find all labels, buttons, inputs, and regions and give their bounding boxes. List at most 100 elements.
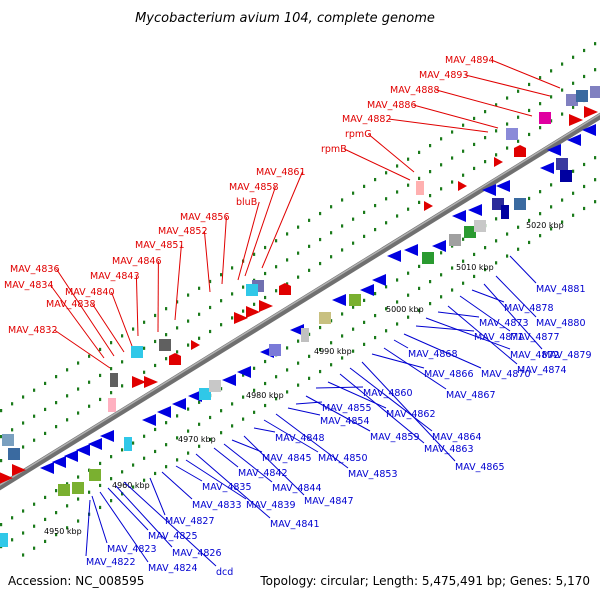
leader-line [85,499,91,557]
guide-dot [253,252,256,256]
gene-glyph [144,376,158,388]
guide-dot [583,74,586,79]
guide-dot [220,273,223,277]
tick-dots [0,42,597,557]
guide-dot [561,198,564,202]
guide-dot [66,418,69,422]
guide-dot [462,237,465,241]
guide-dot [341,198,344,202]
gene-glyph [452,210,466,222]
guide-dot [44,495,47,500]
guide-dot [572,213,575,217]
gene-glyph [110,373,118,387]
gene-glyph [0,472,13,484]
leader-line [261,171,303,269]
gene-features [0,86,600,547]
guide-dot [440,163,443,167]
guide-dot [176,414,179,418]
guide-dot [187,407,190,411]
gene-label-forward: MAV_4893 [419,70,469,81]
leader-line [343,148,411,181]
guide-dot [55,533,58,537]
leader-line [491,59,561,89]
guide-dot [440,137,443,141]
guide-dot [451,130,454,134]
gene-label-reverse: MAV_4879 [542,350,592,361]
guide-dot [286,368,289,372]
guide-dot [594,68,597,72]
guide-dot [528,240,531,245]
guide-dot [308,376,311,380]
guide-dot [77,387,80,391]
guide-dot [418,176,421,181]
guide-dot [539,126,542,130]
guide-dot [363,210,366,214]
guide-dot [561,220,564,224]
leader-line [275,413,349,469]
guide-dot [429,194,432,198]
gene-label-forward: MAV_4858 [229,182,279,193]
gene-label-forward: MAV_4886 [367,100,417,111]
gene-label-forward: MAV_4888 [390,85,440,96]
gene-label-reverse: MAV_4848 [275,433,325,444]
guide-dot [451,156,454,160]
guide-dot [517,139,520,143]
guide-dot [55,401,58,405]
guide-dot [418,308,421,313]
guide-dot [407,271,410,275]
guide-dot [429,280,432,284]
guide-dot [495,217,498,221]
guide-dot [539,234,542,238]
guide-dot [253,302,256,306]
guide-dot [0,459,3,463]
gene-glyph [259,300,273,312]
guide-dot [385,307,388,311]
guide-dot [220,431,223,435]
guide-dot [396,322,399,326]
guide-dot [528,196,531,201]
gene-glyph [132,376,146,388]
scale-tick-label: 5000 kbp [386,305,424,314]
guide-dot [374,335,377,340]
gene-glyph [458,181,467,191]
guide-dot [264,359,267,364]
guide-dot [484,160,487,164]
guide-dot [396,278,399,282]
gene-glyph [494,157,503,167]
leader-line [123,481,217,567]
guide-dot [418,286,421,291]
guide-dot [132,441,135,445]
guide-dot [528,82,531,87]
guide-dot [528,108,531,113]
guide-dot [66,368,69,372]
guide-dot [297,339,300,343]
guide-dot [11,402,14,406]
guide-dot [341,312,344,316]
guide-dot [143,478,146,482]
guide-dot [275,289,278,293]
leader-line [371,353,425,369]
guide-dot [407,207,410,211]
gene-label-reverse: MAV_4867 [446,390,496,401]
guide-dot [198,422,201,426]
leader-line [223,443,273,483]
guide-dot [517,225,520,229]
leader-line [161,471,193,500]
guide-dot [55,489,58,493]
gene-label-forward: MAV_4851 [135,240,185,251]
guide-dot [121,334,124,338]
gene-glyph [432,240,446,252]
guide-dot [66,482,69,486]
guide-dot [33,524,36,528]
gene-label-reverse: MAV_4866 [424,369,474,380]
guide-dot [22,509,25,513]
guide-dot [33,546,36,550]
gene-glyph [514,145,526,157]
guide-dot [517,115,520,119]
gene-glyph [279,283,291,295]
guide-dot [231,402,234,406]
guide-dot [110,341,113,345]
gene-glyph [349,294,361,306]
guide-dot [495,153,498,157]
guide-dot [583,48,586,53]
